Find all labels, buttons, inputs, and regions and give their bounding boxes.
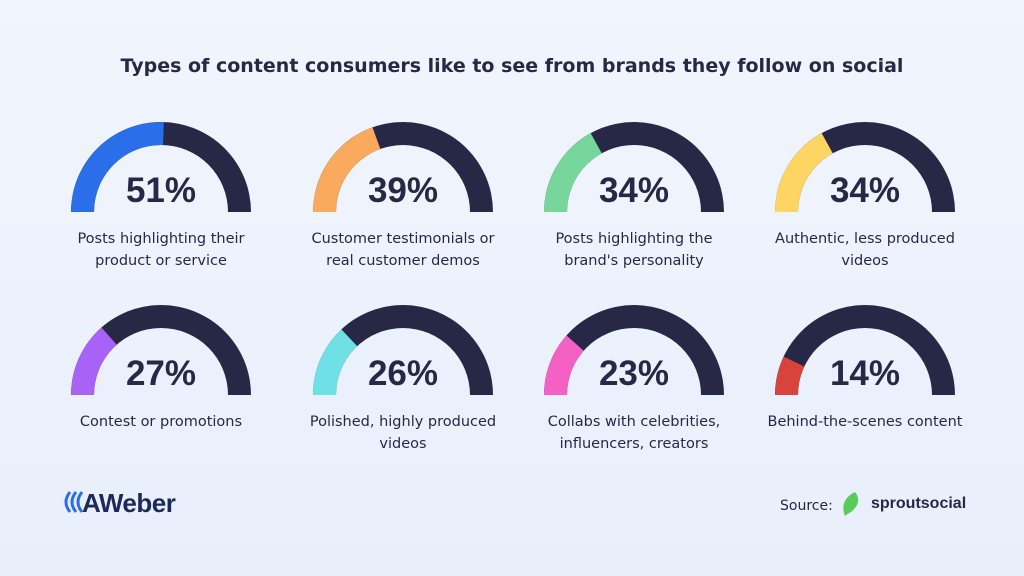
gauge-track [313, 305, 493, 395]
gauge-label: Collabs with celebrities, influencers, c… [547, 414, 721, 452]
gauge-fill [71, 327, 117, 395]
gauge-label: Posts highlighting the brand's personali… [555, 231, 713, 269]
gauge-fill [313, 329, 358, 395]
gauge-value: 26% [368, 354, 438, 393]
gauge-label: Customer testimonials or real customer d… [311, 231, 495, 269]
source-label: Source: [780, 498, 833, 514]
gauge-value: 34% [599, 171, 669, 210]
gauge-label: Behind-the-scenes content [767, 414, 963, 430]
title: Types of content consumers like to see f… [120, 55, 904, 77]
gauge-value: 51% [126, 171, 196, 210]
gauge-fill [313, 127, 381, 212]
gauge-fill [544, 133, 602, 212]
gauge-label: Polished, highly produced videos [309, 414, 497, 452]
gauge-fill [544, 335, 584, 395]
gauge-track [544, 305, 724, 395]
gauge-track [775, 305, 955, 395]
gauge-value: 27% [126, 354, 196, 393]
aweber-icon [64, 491, 84, 513]
gauge-value: 14% [830, 354, 900, 393]
gauge-fill [775, 133, 833, 212]
source-brand: sproutsocial [871, 495, 967, 512]
gauge-label: Contest or promotions [79, 414, 243, 430]
gauge-track [71, 305, 251, 395]
gauge-fill [71, 121, 164, 212]
gauge-label: Posts highlighting their product or serv… [77, 231, 245, 269]
sprout-leaf [843, 492, 859, 516]
gauge-label: Authentic, less produced videos [775, 231, 955, 269]
gauge-value: 23% [599, 354, 669, 393]
logo: AWeber [82, 488, 176, 518]
gauge-value: 34% [830, 171, 900, 210]
gauge-value: 39% [368, 171, 438, 210]
gauge-fill [775, 356, 805, 395]
